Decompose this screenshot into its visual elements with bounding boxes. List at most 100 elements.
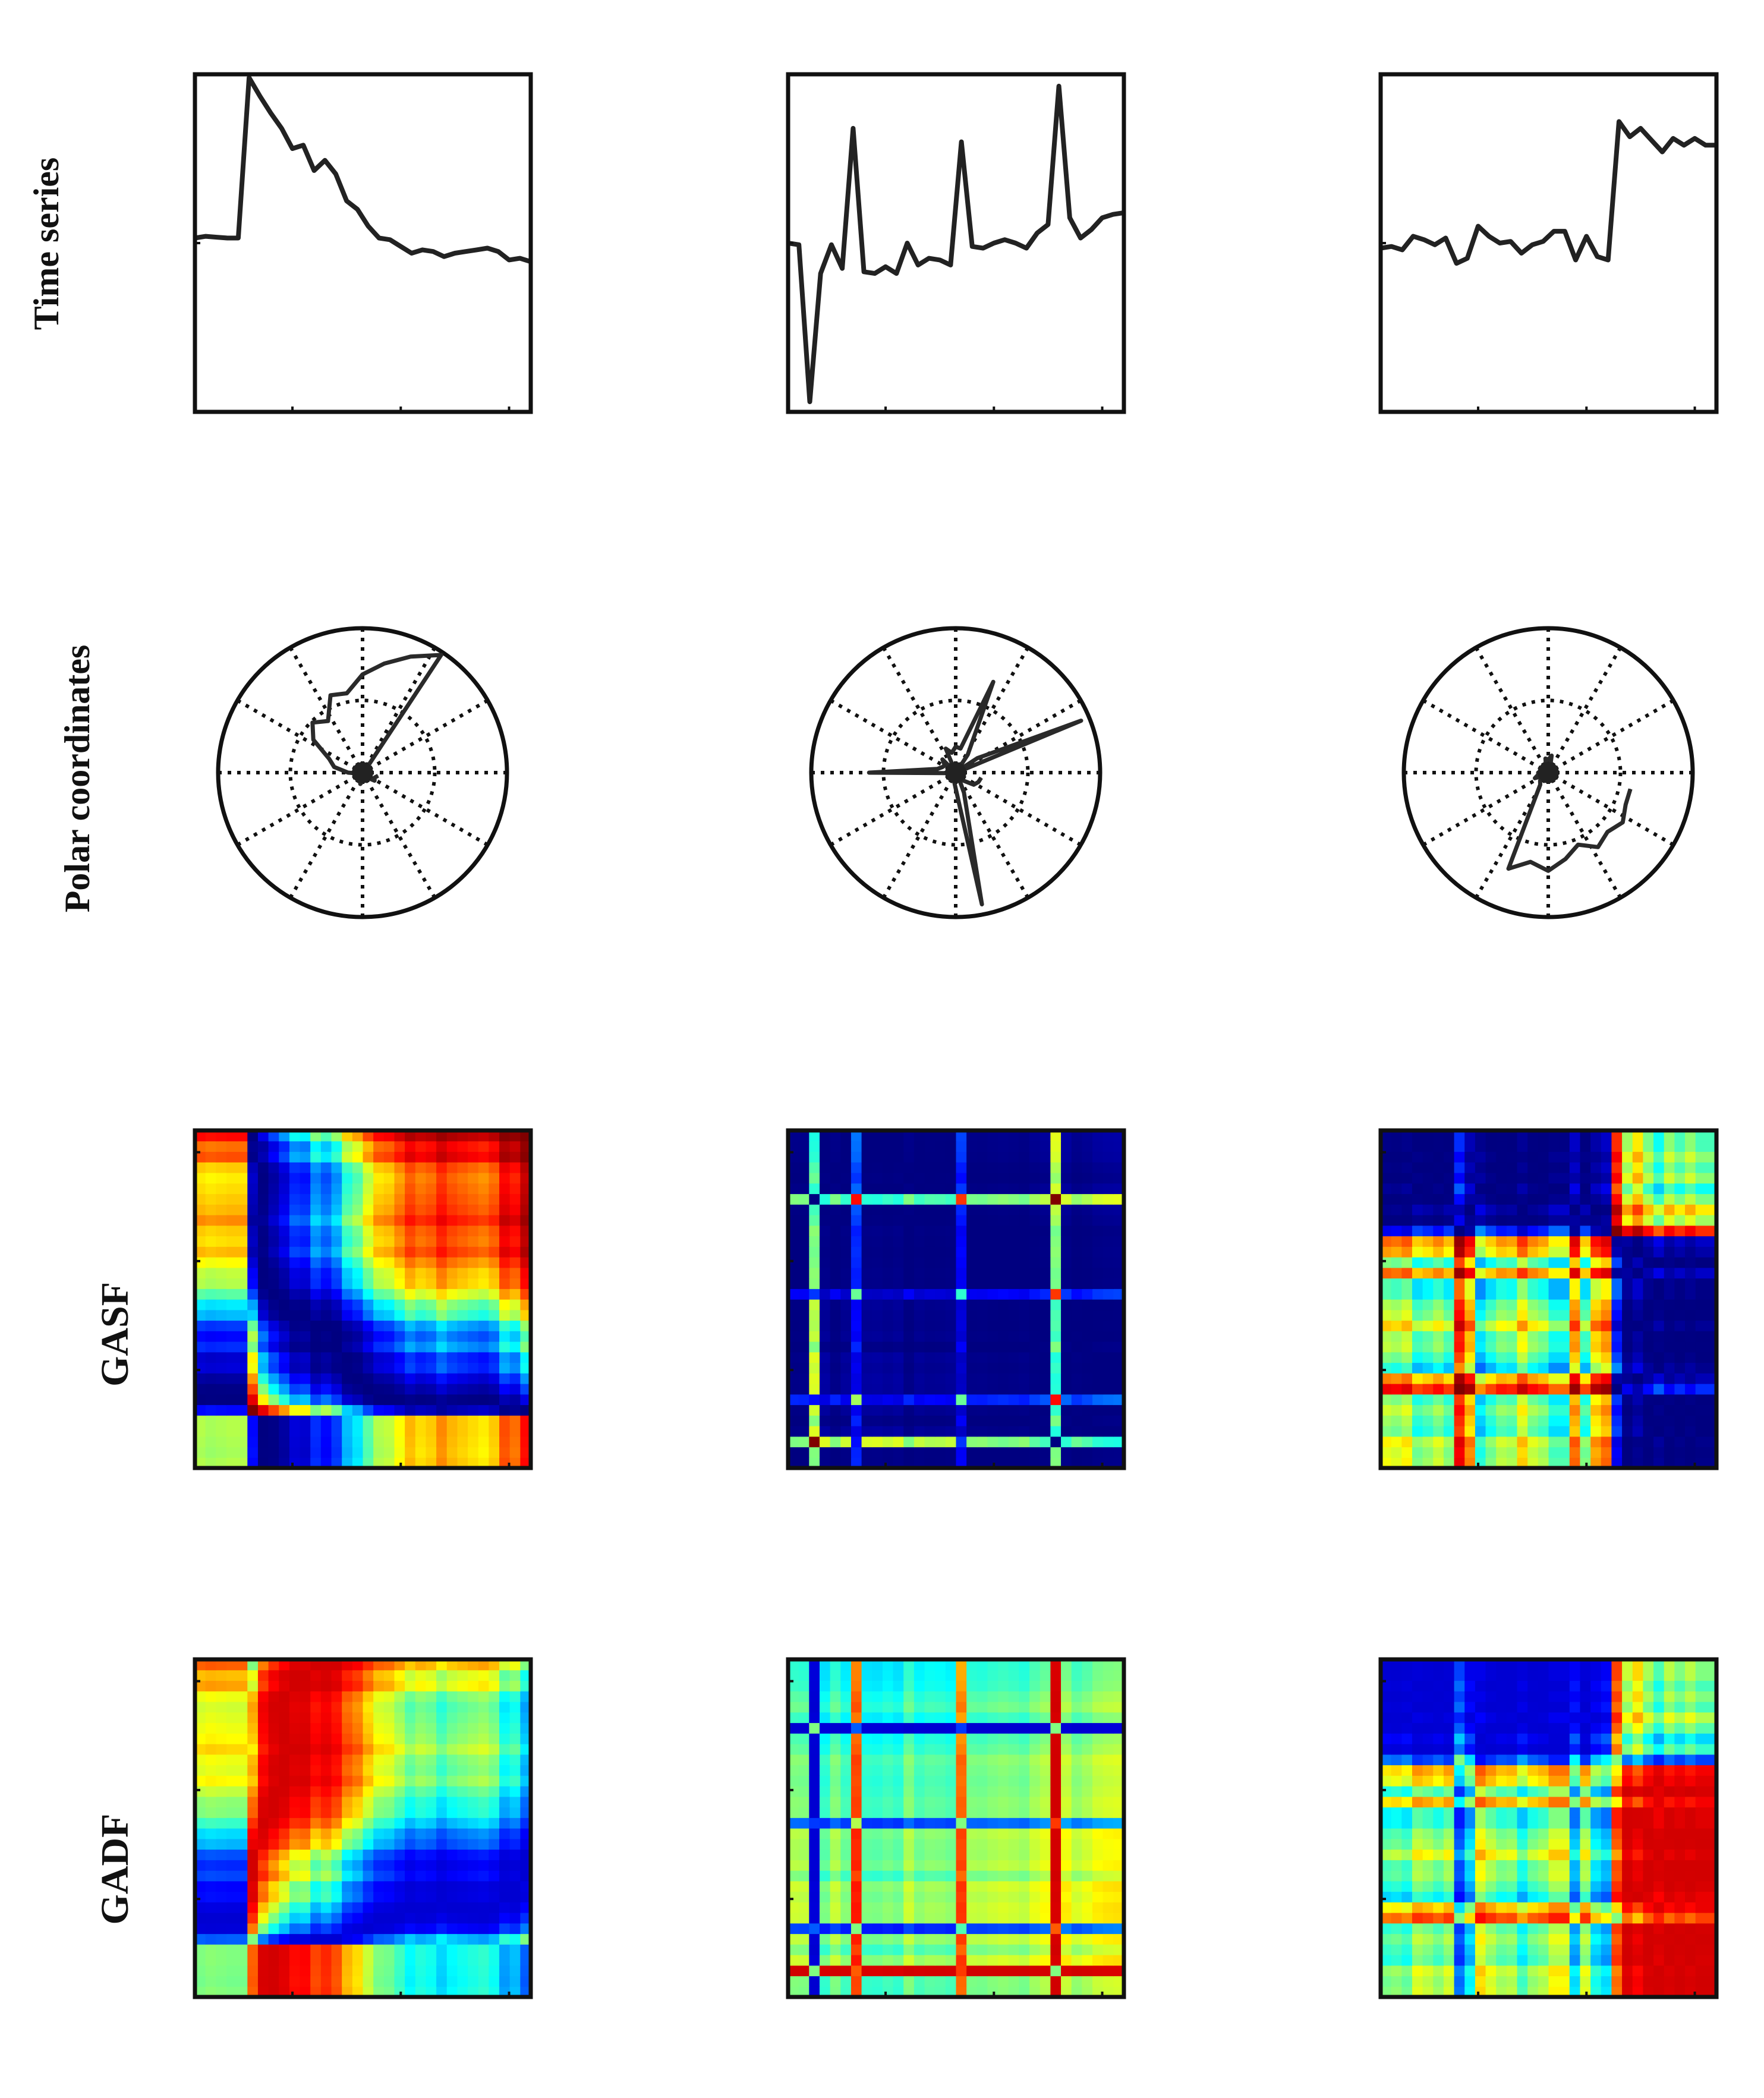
heatmap-cell bbox=[924, 1130, 935, 1142]
heatmap-cell bbox=[289, 1151, 301, 1163]
heatmap-cell bbox=[1590, 1309, 1602, 1321]
heatmap-cell bbox=[489, 1913, 500, 1924]
heatmap-cell bbox=[987, 1289, 998, 1300]
heatmap-cell bbox=[383, 1976, 395, 1987]
heatmap-cell bbox=[1643, 1289, 1654, 1300]
heatmap-cell bbox=[935, 1320, 946, 1331]
heatmap-cell bbox=[1050, 1415, 1061, 1426]
heatmap-cell bbox=[331, 1267, 342, 1279]
heatmap-cell bbox=[819, 1384, 831, 1395]
heatmap-cell bbox=[1433, 1436, 1444, 1448]
heatmap-cell bbox=[478, 1193, 489, 1205]
heatmap-cell bbox=[1538, 1331, 1549, 1342]
heatmap-cell bbox=[383, 1902, 395, 1913]
heatmap-cell bbox=[1113, 1130, 1124, 1142]
heatmap-cell bbox=[216, 1702, 227, 1713]
heatmap-cell bbox=[394, 1828, 405, 1839]
heatmap-cell bbox=[1475, 1352, 1486, 1363]
heatmap-cell bbox=[1019, 1267, 1030, 1279]
heatmap-cell bbox=[509, 1426, 521, 1437]
heatmap-cell bbox=[987, 1447, 998, 1458]
heatmap-cell bbox=[478, 1331, 489, 1342]
heatmap-cell bbox=[1082, 1404, 1093, 1416]
heatmap-cell bbox=[457, 1162, 468, 1173]
heatmap-cell bbox=[1412, 1141, 1423, 1152]
heatmap-cell bbox=[840, 1965, 852, 1977]
heatmap-cell bbox=[415, 1817, 427, 1829]
heatmap-cell bbox=[872, 1404, 883, 1416]
heatmap-cell bbox=[850, 1838, 862, 1850]
heatmap-cell bbox=[840, 1373, 852, 1384]
heatmap-cell bbox=[205, 1986, 216, 1998]
heatmap-cell bbox=[205, 1702, 216, 1713]
heatmap-cell bbox=[520, 1141, 531, 1152]
heatmap-cell bbox=[499, 1796, 511, 1808]
heatmap-cell bbox=[352, 1733, 364, 1744]
heatmap-cell bbox=[1040, 1309, 1051, 1321]
heatmap-cell bbox=[310, 1289, 322, 1300]
heatmap-cell bbox=[1706, 1183, 1717, 1195]
heatmap-cell bbox=[405, 1141, 416, 1152]
heatmap-cell bbox=[520, 1712, 531, 1724]
heatmap-cell bbox=[1464, 1289, 1476, 1300]
heatmap-cell bbox=[872, 1352, 883, 1363]
heatmap-cell bbox=[489, 1807, 500, 1818]
heatmap-cell bbox=[415, 1415, 427, 1426]
heatmap-cell bbox=[1454, 1457, 1465, 1469]
heatmap-cell bbox=[1496, 1236, 1507, 1247]
heatmap-cell bbox=[478, 1384, 489, 1395]
heatmap-cell bbox=[1506, 1141, 1518, 1152]
heatmap-cell bbox=[509, 1786, 521, 1797]
heatmap-cell bbox=[1008, 1955, 1020, 1966]
heatmap-cell bbox=[1601, 1141, 1612, 1152]
heatmap-cell bbox=[300, 1289, 311, 1300]
heatmap-cell bbox=[195, 1965, 206, 1977]
heatmap-cell bbox=[788, 1193, 799, 1205]
heatmap-cell bbox=[520, 1891, 531, 1902]
heatmap-cell bbox=[861, 1278, 872, 1289]
heatmap-cell bbox=[956, 1955, 967, 1966]
heatmap-cell bbox=[1019, 1341, 1030, 1353]
heatmap-cell bbox=[216, 1891, 227, 1902]
heatmap-cell bbox=[1422, 1362, 1434, 1374]
heatmap-cell bbox=[331, 1944, 342, 1955]
heatmap-cell bbox=[850, 1976, 862, 1987]
heatmap-cell bbox=[289, 1702, 301, 1713]
heatmap-cell bbox=[882, 1246, 894, 1258]
heatmap-cell bbox=[882, 1362, 894, 1374]
heatmap-cell bbox=[320, 1394, 332, 1406]
heatmap-cell bbox=[499, 1965, 511, 1977]
heatmap-cell bbox=[830, 1173, 841, 1184]
heatmap-cell bbox=[1664, 1373, 1675, 1384]
heatmap-cell bbox=[247, 1130, 259, 1142]
heatmap-cell bbox=[468, 1246, 479, 1258]
heatmap-cell bbox=[956, 1373, 967, 1384]
heatmap-cell bbox=[363, 1215, 374, 1226]
heatmap-cell bbox=[924, 1913, 935, 1924]
heatmap-cell bbox=[320, 1849, 332, 1860]
heatmap-cell bbox=[1517, 1436, 1528, 1448]
heatmap-cell bbox=[850, 1278, 862, 1289]
heatmap-cell bbox=[342, 1289, 353, 1300]
heatmap-cell bbox=[1622, 1173, 1633, 1184]
heatmap-cell bbox=[363, 1712, 374, 1724]
heatmap-cell bbox=[1019, 1257, 1030, 1268]
heatmap-cell bbox=[903, 1838, 915, 1850]
heatmap-cell bbox=[363, 1246, 374, 1258]
heatmap-cell bbox=[1601, 1436, 1612, 1448]
heatmap-cell bbox=[373, 1457, 385, 1469]
heatmap-cell bbox=[300, 1246, 311, 1258]
heatmap-cell bbox=[1559, 1215, 1570, 1226]
heatmap-cell bbox=[310, 1193, 322, 1205]
heatmap-cell bbox=[268, 1457, 279, 1469]
heatmap-cell bbox=[976, 1436, 988, 1448]
heatmap-cell bbox=[300, 1257, 311, 1268]
heatmap-cell bbox=[457, 1384, 468, 1395]
heatmap-cell bbox=[426, 1955, 437, 1966]
heatmap-cell bbox=[1008, 1913, 1020, 1924]
heatmap-cell bbox=[1029, 1130, 1041, 1142]
heatmap-cell bbox=[436, 1183, 448, 1195]
heatmap-cell bbox=[840, 1299, 852, 1311]
heatmap-cell bbox=[310, 1933, 322, 1945]
heatmap-cell bbox=[216, 1289, 227, 1300]
